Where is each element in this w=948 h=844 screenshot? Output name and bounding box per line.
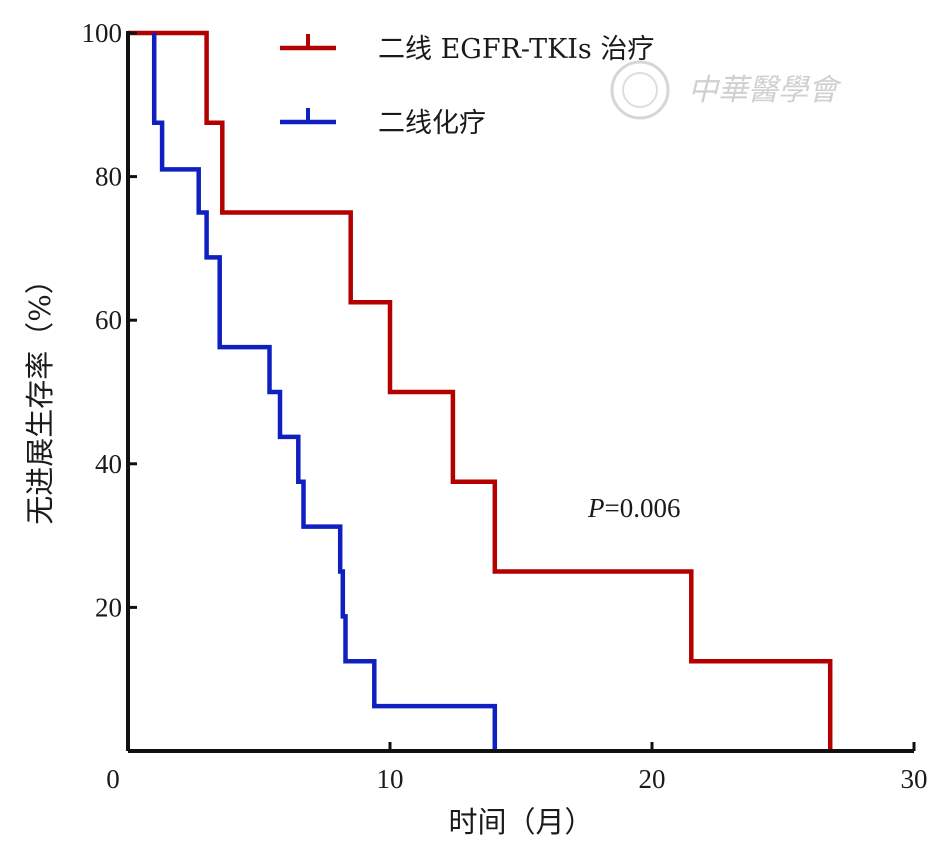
watermark-seal-icon (610, 60, 670, 120)
x-tick-label: 20 (639, 764, 666, 794)
p-value-annotation: P=0.006 (587, 493, 680, 523)
p-value-prefix: P (587, 493, 605, 523)
series-layer (128, 30, 833, 751)
axes (126, 31, 914, 753)
p-value-value: =0.006 (605, 493, 681, 523)
y-tick-label: 100 (82, 18, 123, 48)
watermark-text: 中華醫學會 (688, 73, 842, 108)
x-axis-title: 时间（月） (448, 805, 593, 839)
y-axis-title: 无进展生存率（%） (23, 265, 57, 525)
series-line-1 (128, 30, 833, 751)
x-tick-label: 10 (377, 764, 404, 794)
series-line-2 (151, 33, 498, 751)
y-tick-label: 20 (95, 592, 122, 622)
ticks: 0 10 20 30 20 40 60 80 100 (82, 18, 928, 794)
x-tick-label: 30 (901, 764, 928, 794)
watermark: 中華醫學會 (610, 60, 842, 120)
y-tick-label: 80 (95, 162, 122, 192)
x-tick-label: 0 (106, 764, 120, 794)
y-tick-label: 60 (95, 305, 122, 335)
legend-label-1: 二线 EGFR-TKIs 治疗 (378, 34, 654, 65)
legend-label-2: 二线化疗 (378, 108, 486, 139)
y-tick-label: 40 (95, 449, 122, 479)
